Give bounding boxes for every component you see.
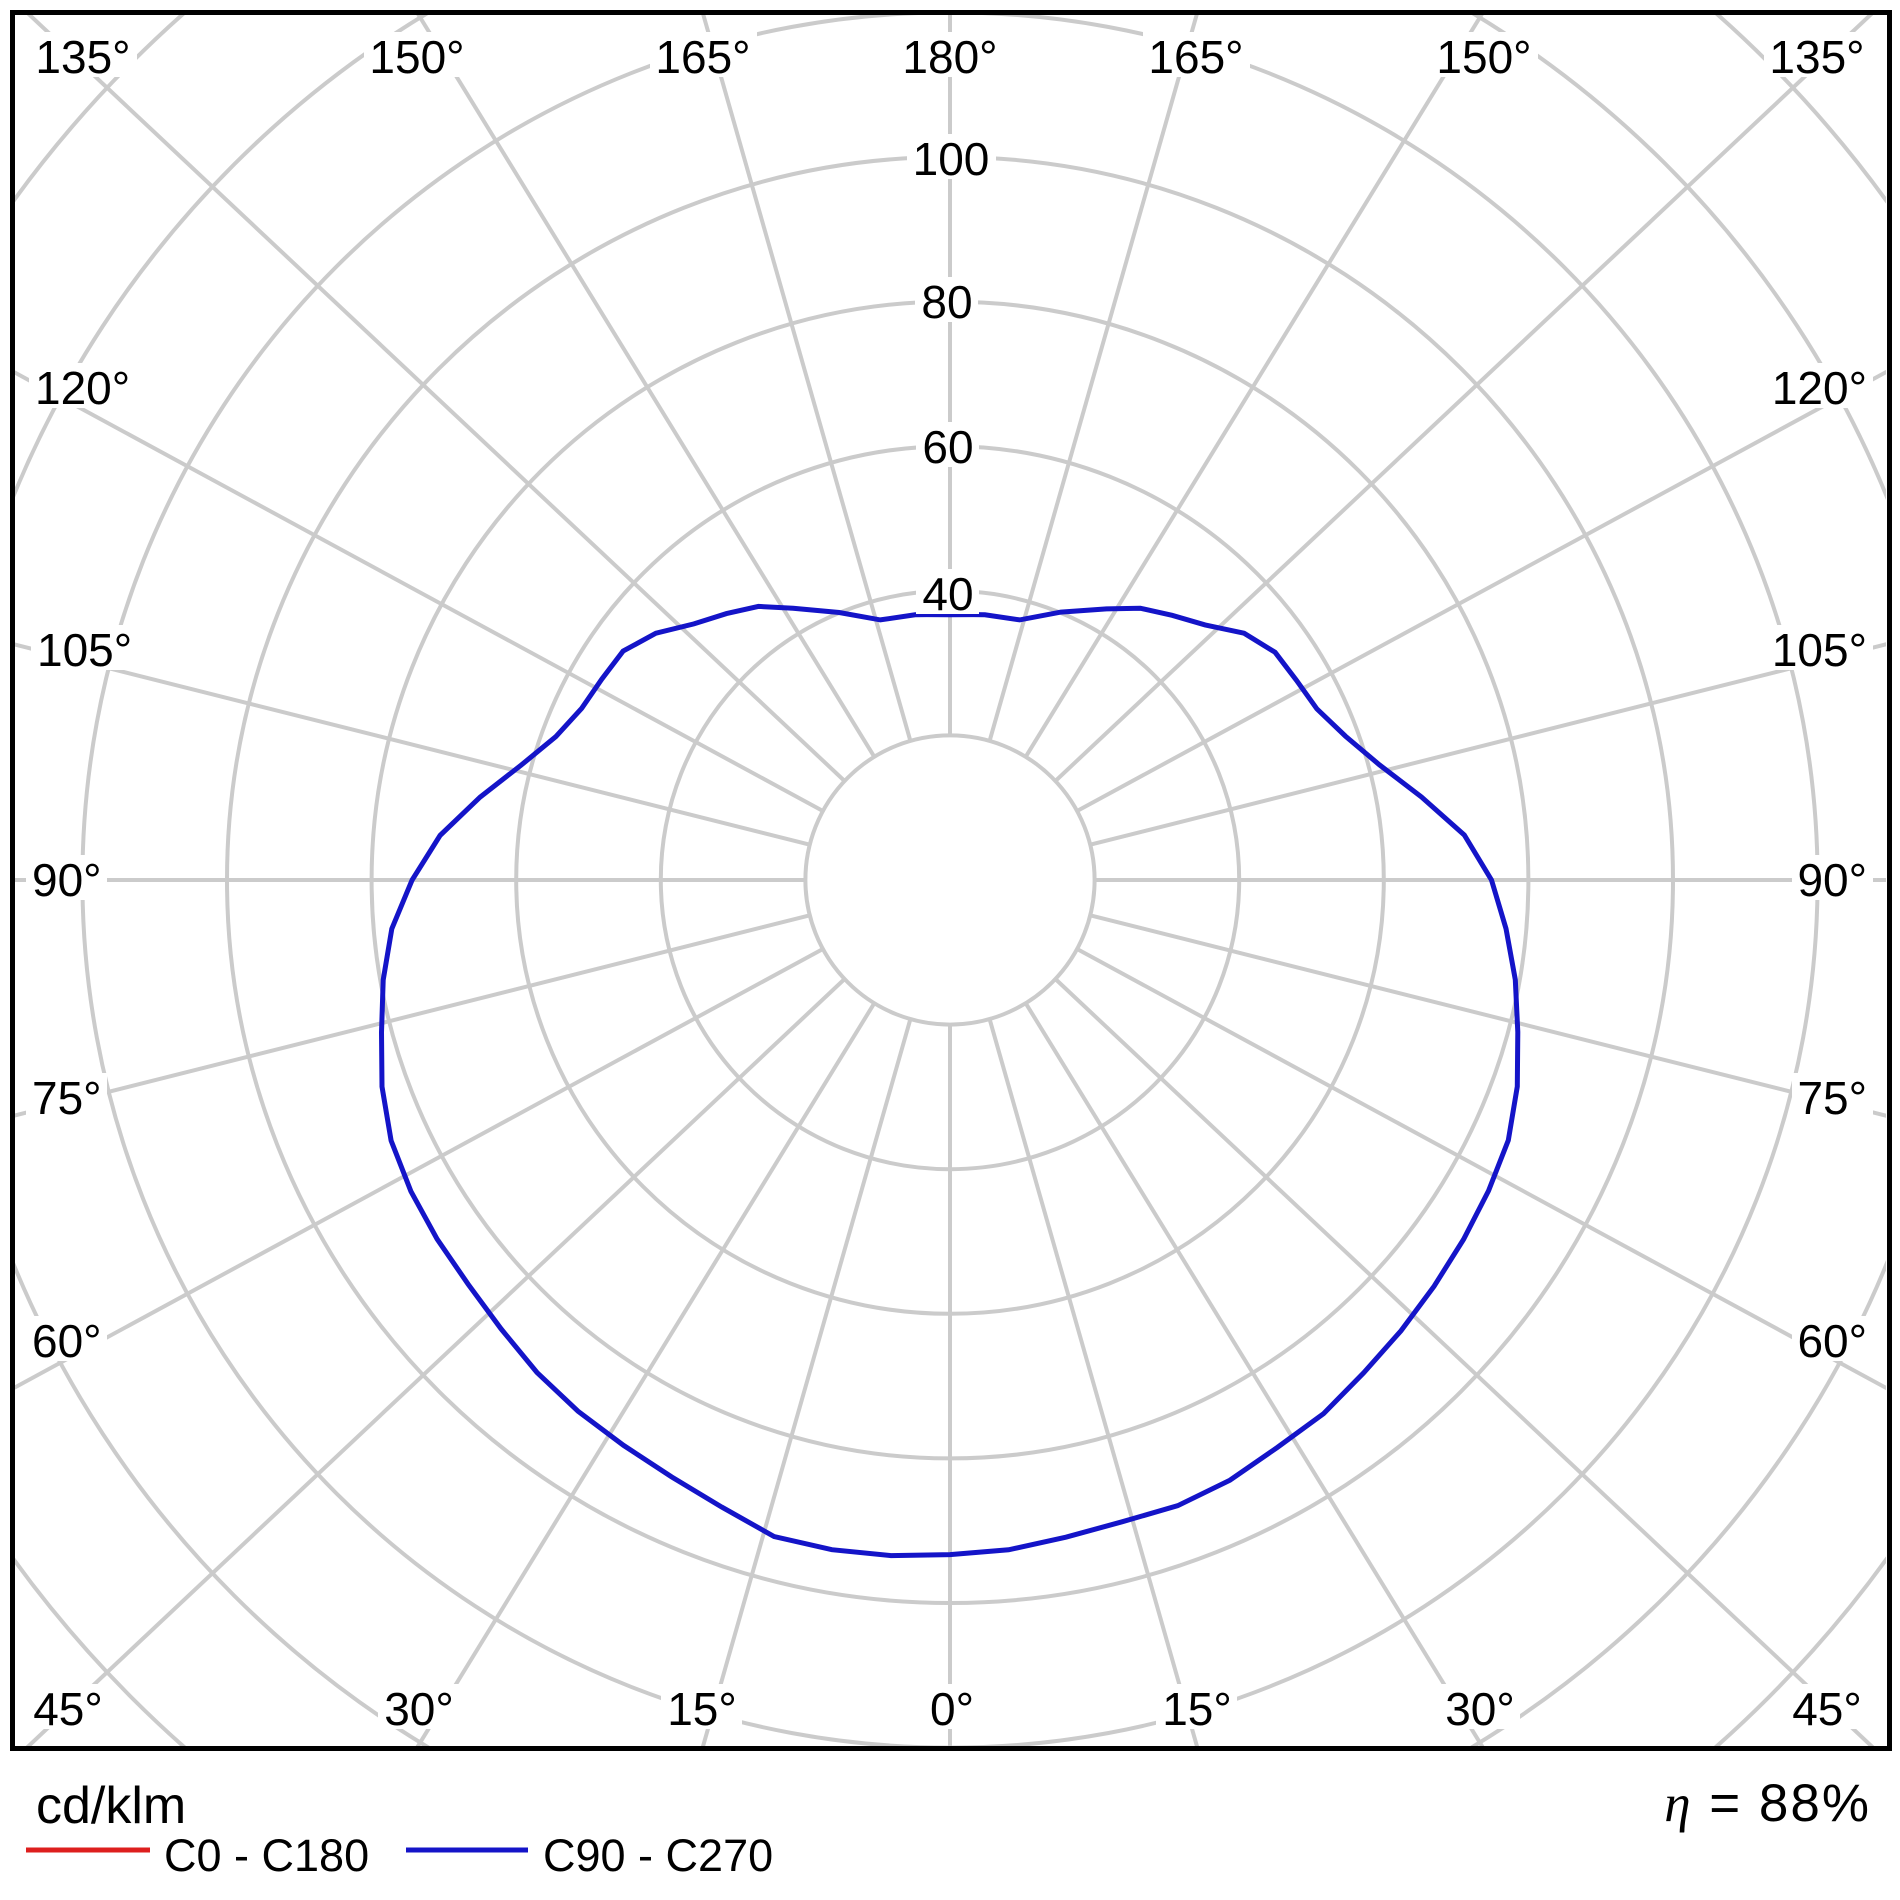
svg-text:60: 60 [922, 421, 973, 473]
svg-text:15°: 15° [1162, 1683, 1232, 1735]
svg-text:45°: 45° [33, 1683, 103, 1735]
svg-text:120°: 120° [35, 362, 130, 414]
svg-text:105°: 105° [1772, 624, 1867, 676]
svg-text:150°: 150° [1436, 31, 1531, 83]
svg-text:40: 40 [922, 568, 973, 620]
svg-text:135°: 135° [1769, 31, 1864, 83]
svg-text:30°: 30° [384, 1683, 454, 1735]
svg-text:C90 - C270: C90 - C270 [543, 1830, 773, 1881]
svg-text:η = 88%: η = 88% [1664, 1774, 1871, 1833]
svg-text:135°: 135° [35, 31, 130, 83]
svg-text:15°: 15° [667, 1683, 737, 1735]
svg-text:90°: 90° [32, 854, 102, 906]
svg-text:90°: 90° [1797, 854, 1867, 906]
svg-text:45°: 45° [1792, 1683, 1862, 1735]
svg-text:100: 100 [913, 133, 990, 185]
svg-text:60°: 60° [1797, 1315, 1867, 1367]
svg-text:60°: 60° [32, 1315, 102, 1367]
svg-text:165°: 165° [655, 31, 750, 83]
svg-text:105°: 105° [37, 624, 132, 676]
svg-text:0°: 0° [930, 1683, 974, 1735]
svg-text:80: 80 [921, 276, 972, 328]
svg-text:180°: 180° [902, 31, 997, 83]
svg-text:120°: 120° [1772, 362, 1867, 414]
svg-text:30°: 30° [1445, 1683, 1515, 1735]
svg-text:150°: 150° [369, 31, 464, 83]
svg-text:75°: 75° [1797, 1072, 1867, 1124]
svg-text:75°: 75° [32, 1072, 102, 1124]
svg-text:165°: 165° [1148, 31, 1243, 83]
svg-text:C0 - C180: C0 - C180 [164, 1830, 369, 1881]
svg-text:cd/klm: cd/klm [36, 1777, 186, 1835]
